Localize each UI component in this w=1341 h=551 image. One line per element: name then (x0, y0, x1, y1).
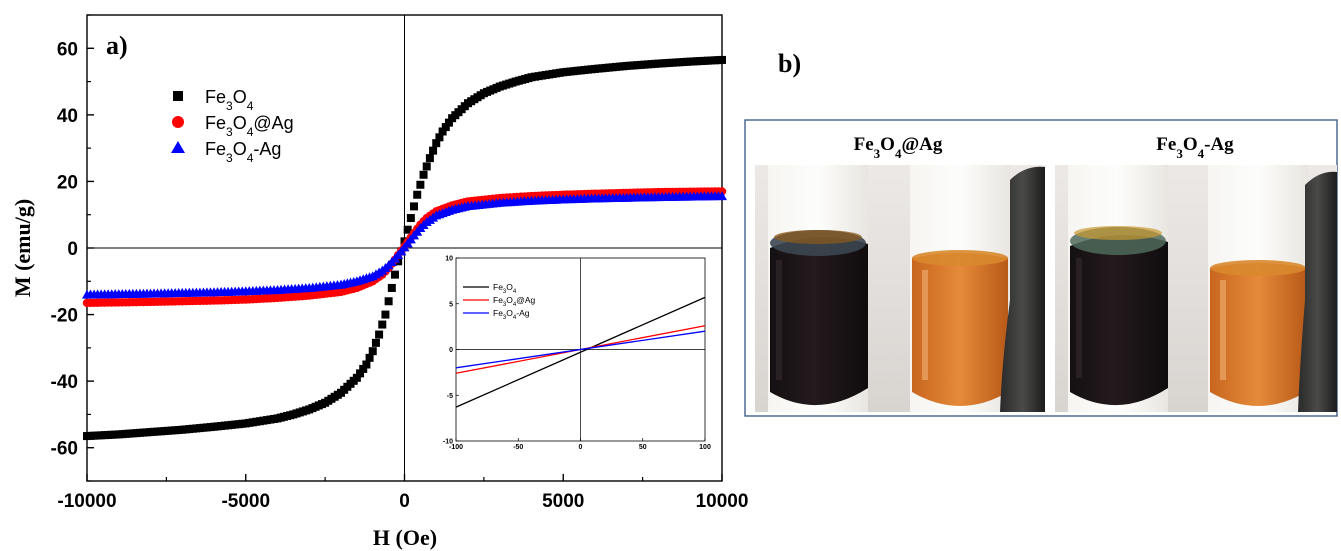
x-tick-label: 10000 (696, 491, 749, 512)
y-tick-label: -40 (51, 372, 78, 393)
inset-data-series (455, 296, 706, 408)
legend-label: Fe3O4-Ag (205, 139, 281, 165)
data-point (422, 162, 431, 171)
inset-x-tick-label: 50 (639, 444, 647, 451)
inset-legend-label: Fe3O4 (493, 282, 517, 295)
data-point (365, 353, 374, 362)
data-point (352, 373, 361, 382)
inset-y-tick-label: 5 (449, 301, 453, 308)
data-point (390, 270, 399, 279)
panel-label-a: a) (106, 31, 128, 60)
legend-marker (171, 141, 185, 153)
photo-fe3o4-ag (1055, 165, 1337, 412)
data-point (441, 123, 450, 132)
data-point (444, 118, 453, 127)
data-point (362, 360, 371, 369)
data-point (406, 214, 415, 223)
y-tick-label: -60 (51, 439, 78, 460)
data-point (425, 154, 434, 163)
legend-marker (172, 116, 184, 128)
photo-caption-fe3o4-ag: Fe3O4-Ag (1156, 134, 1234, 161)
data-point (378, 320, 387, 329)
inset-series-line-2 (455, 330, 706, 369)
data-point (438, 127, 447, 136)
data-point (356, 369, 365, 378)
y-tick-label: 0 (67, 239, 78, 260)
y-tick-label: 20 (57, 172, 78, 193)
y-axis-label: M (emu/g) (10, 199, 35, 297)
data-point (419, 170, 428, 179)
inset-y-tick-label: -5 (447, 393, 453, 400)
legend-label: Fe3O4@Ag (205, 113, 294, 139)
x-tick-label: -10000 (57, 491, 116, 512)
data-point (429, 146, 438, 155)
x-axis-label: H (Oe) (373, 525, 437, 550)
photo-fe3o4-at-ag (755, 165, 1045, 412)
data-point (384, 297, 393, 306)
panel-b: b) Fe3O4@Ag Fe3O4-Ag (744, 49, 1338, 417)
data-point (718, 55, 726, 64)
y-tick-label: 60 (57, 39, 78, 60)
series-2 (82, 191, 727, 299)
series-0 (83, 55, 726, 441)
photo-caption-fe3o4-at-ag: Fe3O4@Ag (854, 134, 943, 161)
data-point (359, 364, 368, 373)
x-tick-label: 5000 (542, 491, 584, 512)
data-point (381, 310, 390, 319)
data-point (432, 139, 441, 148)
legend-marker (173, 91, 183, 101)
data-point (410, 202, 419, 211)
inset-x-tick-label: -50 (513, 444, 523, 451)
x-tick-label: 0 (399, 491, 410, 512)
inset-y-tick-label: 10 (445, 256, 453, 263)
inset-x-tick-label: 100 (699, 444, 711, 451)
inset-x-tick-label: 0 (579, 444, 583, 451)
inset-y-tick-label: 0 (449, 347, 453, 354)
inset-legend-label: Fe3O4-Ag (493, 308, 530, 321)
inset-y-tick-label: -10 (443, 439, 453, 446)
data-point (387, 283, 396, 292)
x-tick-label: -5000 (221, 491, 270, 512)
data-point (717, 191, 727, 201)
inset-x-tick-label: -100 (449, 444, 463, 451)
panel-label-b: b) (778, 49, 801, 78)
y-tick-label: -20 (51, 306, 78, 327)
y-tick-label: 40 (57, 106, 78, 127)
data-point (368, 347, 377, 356)
legend-label: Fe3O4 (205, 87, 254, 113)
data-point (435, 133, 444, 142)
inset-series-line-0 (455, 296, 706, 408)
inset-legend-label: Fe3O4@Ag (493, 295, 536, 308)
data-point (416, 180, 425, 189)
data-point (375, 330, 384, 339)
data-series (82, 55, 727, 441)
data-point (413, 190, 422, 199)
data-point (403, 225, 412, 234)
data-point (371, 338, 380, 347)
